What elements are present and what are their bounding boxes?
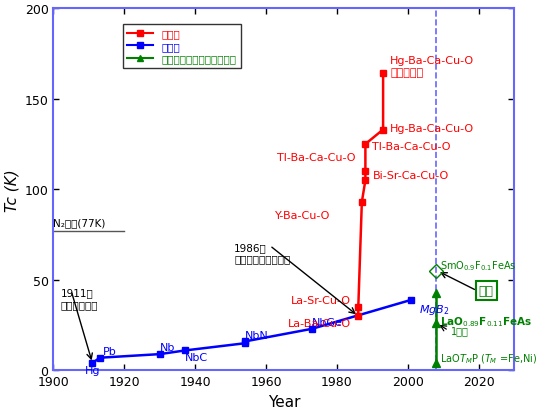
X-axis label: Year: Year [267,394,300,409]
Text: Pb: Pb [103,346,117,356]
Text: 1986年
酸化物超伝導体発見: 1986年 酸化物超伝導体発見 [234,242,290,264]
Legend: 酸化物, 金属系, 层状オキシブニクタイド系: 酸化物, 金属系, 层状オキシブニクタイド系 [123,25,241,69]
Text: SmO$_{0.9}$F$_{0.1}$FeAs: SmO$_{0.9}$F$_{0.1}$FeAs [440,259,516,273]
Text: NbC: NbC [184,352,208,363]
Text: Y-Ba-Cu-O: Y-Ba-Cu-O [275,210,330,220]
Text: 高圧: 高圧 [479,285,494,297]
Text: LaO$_{0.89}$F$_{0.11}$FeAs: LaO$_{0.89}$F$_{0.11}$FeAs [440,315,532,329]
Text: N₂永点(77K): N₂永点(77K) [54,218,106,228]
Text: Hg-Ba-Ca-Cu-O: Hg-Ba-Ca-Cu-O [390,123,474,133]
Text: Bi-Sr-Ca-Cu-O: Bi-Sr-Ca-Cu-O [373,171,449,181]
Text: Tl-Ba-Ca-Cu-O: Tl-Ba-Ca-Cu-O [277,152,355,162]
Text: Hg: Hg [85,365,100,375]
Y-axis label: Tc (K): Tc (K) [4,169,19,211]
Text: LaO$\mathit{T_M}$P ($\mathit{T_M}$ =Fe,Ni): LaO$\mathit{T_M}$P ($\mathit{T_M}$ =Fe,N… [440,351,537,365]
Text: NbGe: NbGe [312,317,343,327]
Text: 1911年
超伝導の発見: 1911年 超伝導の発見 [61,287,98,309]
Text: Hg-Ba-Ca-Cu-O
（高圧下）: Hg-Ba-Ca-Cu-O （高圧下） [390,55,474,78]
Text: La-Ba-Cu-O: La-Ba-Cu-O [288,318,351,328]
Text: Nb: Nb [160,342,175,352]
Text: La-Sr-Cu-O: La-Sr-Cu-O [291,295,351,306]
Text: Tl-Ba-Ca-Cu-O: Tl-Ba-Ca-Cu-O [373,142,451,152]
Text: MgB$_2$: MgB$_2$ [418,302,449,316]
Text: 1気圧: 1気圧 [451,326,468,336]
Text: NbN: NbN [245,330,269,340]
